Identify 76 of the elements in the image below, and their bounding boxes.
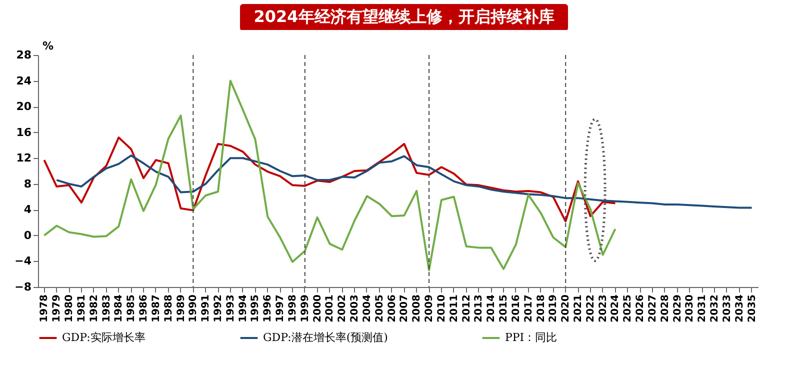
x-tick-label: 1982 (88, 294, 100, 322)
x-tick-label: 1994 (238, 294, 249, 322)
x-tick-label: 2024 (610, 294, 622, 322)
x-tick-label: 2022 (585, 294, 596, 322)
x-tick-label: 1996 (262, 294, 274, 322)
x-tick-label: 1990 (188, 294, 200, 322)
x-tick-label: 1979 (52, 294, 63, 322)
x-tick-label: 2020 (560, 294, 572, 322)
y-tick-label: −8 (14, 280, 32, 294)
x-tick-label: 2015 (498, 294, 510, 322)
chart-title: 2024年经济有望继续上修，开启持续补库 (240, 4, 568, 31)
x-tick-label: 2008 (412, 294, 423, 322)
x-tick-label: 2029 (672, 294, 684, 322)
x-tick-label: 2028 (660, 294, 671, 322)
y-axis-title: % (42, 40, 54, 52)
x-tick-label: 2006 (386, 294, 398, 322)
x-tick-label: 1978 (39, 294, 50, 322)
y-tick-label: 20 (16, 100, 32, 114)
x-tick-label: 1999 (300, 294, 311, 322)
x-tick-label: 2035 (746, 294, 758, 322)
x-tick-label: 1985 (126, 294, 138, 322)
x-tick-label: 2003 (350, 294, 361, 322)
y-tick-label: 24 (16, 74, 32, 88)
x-tick-label: 1988 (163, 294, 174, 322)
y-tick-label: 8 (24, 177, 32, 190)
x-tick-label: 1981 (76, 294, 88, 322)
line-series (43, 136, 616, 222)
x-tick-label: 1984 (114, 294, 125, 322)
x-tick-label: 2011 (448, 294, 460, 322)
x-tick-label: 2001 (324, 294, 336, 322)
x-tick-label: 1995 (250, 294, 262, 322)
x-tick-label: 2007 (399, 294, 410, 322)
y-tick-label: −4 (14, 254, 32, 268)
x-tick-label: 1983 (101, 294, 112, 322)
x-tick-label: 2004 (362, 294, 373, 322)
x-tick-label: 2026 (635, 294, 646, 322)
x-tick-label: 2027 (647, 294, 658, 322)
x-tick-label: 1998 (287, 294, 298, 322)
legend-label: GDP:潜在增长率(预测值) (263, 331, 388, 344)
x-tick-label: 2017 (523, 294, 534, 322)
line-series (56, 154, 753, 209)
x-tick-label: 2032 (710, 294, 721, 322)
y-tick-label: 28 (16, 48, 32, 62)
x-tick-label: 2034 (734, 294, 746, 322)
x-tick-label: 2005 (374, 294, 386, 322)
x-tick-label: 1989 (176, 294, 187, 322)
x-tick-label: 1991 (200, 294, 212, 322)
x-tick-label: 2030 (684, 294, 696, 322)
x-tick-label: 1992 (213, 294, 224, 322)
x-tick-label: 2025 (622, 294, 634, 322)
y-tick-label: 16 (16, 126, 32, 139)
x-tick-label: 2009 (424, 294, 436, 322)
x-tick-label: 2021 (573, 294, 584, 322)
y-tick-label: 12 (16, 152, 32, 165)
x-tick-label: 2000 (312, 294, 324, 322)
x-tick-label: 2033 (722, 294, 733, 322)
y-tick-label: 4 (24, 203, 32, 216)
x-tick-label: 2016 (510, 294, 522, 322)
legend-label: PPI：同比 (505, 331, 558, 344)
x-tick-label: 1997 (275, 294, 286, 322)
x-tick-label: 2010 (436, 294, 448, 322)
x-tick-label: 2014 (486, 294, 498, 322)
x-tick-label: 1980 (64, 294, 76, 322)
x-tick-label: 2002 (337, 294, 348, 322)
x-tick-label: 1986 (138, 294, 150, 322)
legend-label: GDP:实际增长率 (62, 331, 146, 344)
x-tick-label: 1987 (150, 294, 162, 322)
y-tick-label: 0 (24, 228, 32, 242)
x-tick-label: 2019 (548, 294, 560, 322)
line-series (43, 80, 616, 272)
x-tick-label: 2012 (461, 294, 472, 322)
x-tick-label: 2018 (536, 294, 547, 322)
x-tick-label: 2023 (598, 294, 609, 322)
x-tick-label: 2031 (697, 294, 708, 322)
x-tick-label: 1993 (225, 294, 236, 322)
x-tick-label: 2013 (474, 294, 485, 322)
